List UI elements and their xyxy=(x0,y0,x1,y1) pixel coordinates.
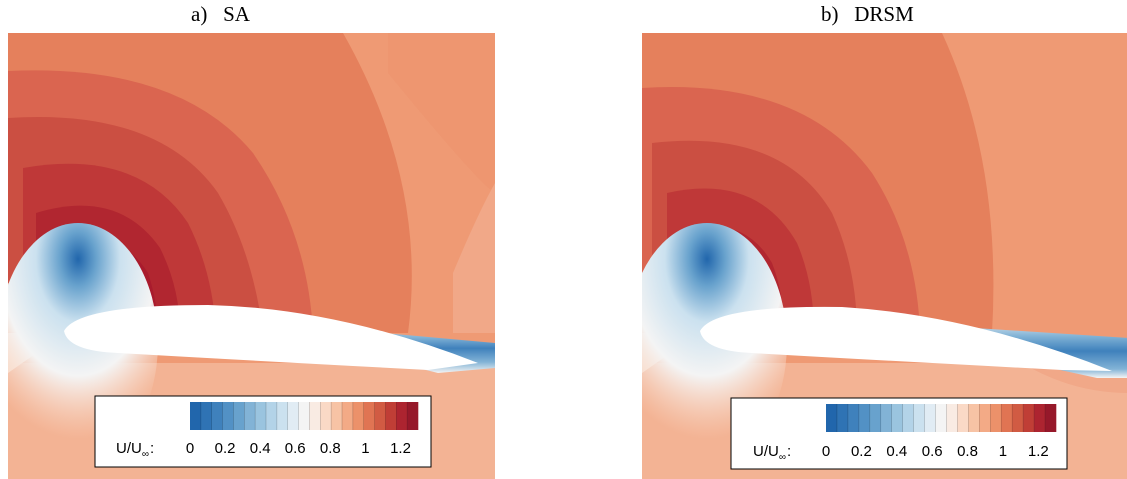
colorbar-tick-label: 0.2 xyxy=(215,440,236,457)
colorbar-swatch xyxy=(924,404,936,432)
colorbar-swatch xyxy=(858,404,871,432)
colorbar-tick-label: 0.4 xyxy=(886,443,907,460)
panel-a-title: a) SA xyxy=(191,2,250,26)
colorbar-tick-label: 1.2 xyxy=(390,440,411,457)
contour-svg-drsm: U/U∞: 0 0.2 0.4 0.6 0.8 1 1.2 xyxy=(642,33,1127,479)
airfoil xyxy=(64,305,478,370)
colorbar-swatch xyxy=(957,404,969,432)
colorbar-swatch xyxy=(352,402,365,430)
colorbar-tick-label: 0.2 xyxy=(851,443,872,460)
contour-plot-sa: U/U∞: 0 0.2 0.4 0.6 0.8 1 1.2 xyxy=(8,33,495,479)
colorbar-tick-label: 0.6 xyxy=(922,443,943,460)
colorbar-swatch xyxy=(1001,404,1013,432)
colorbar-tick-label: 0.6 xyxy=(285,440,306,457)
colorbar-swatch xyxy=(1012,404,1024,432)
colorbar-swatch xyxy=(990,404,1002,432)
colorbar-swatch xyxy=(374,402,386,430)
colorbar-label: U/U∞: xyxy=(116,440,154,460)
colorbar-swatch xyxy=(968,404,980,432)
colorbar-label: U/U∞: xyxy=(753,443,791,463)
colorbar-swatch xyxy=(233,402,245,430)
colorbar-swatch xyxy=(385,402,397,430)
colorbar-swatch xyxy=(222,402,234,430)
colorbar-swatch xyxy=(913,404,925,432)
colorbar-tick-label: 0.8 xyxy=(320,440,341,457)
colorbar-tick-label: 0.4 xyxy=(250,440,271,457)
colorbar-swatch xyxy=(244,402,256,430)
colorbar-swatch xyxy=(847,404,860,432)
airfoil xyxy=(700,306,1112,371)
colorbar-swatch xyxy=(331,402,343,430)
colorbar-swatch xyxy=(255,402,267,430)
colorbar-tick-label: 1 xyxy=(361,440,369,457)
colorbar-swatch xyxy=(396,402,408,430)
colorbar-swatch xyxy=(276,402,289,430)
colorbar-swatch xyxy=(1023,404,1035,432)
colorbar-swatch xyxy=(298,402,310,430)
colorbar-swatch xyxy=(1045,404,1057,432)
colorbar-tick-label: 1.2 xyxy=(1028,443,1049,460)
field-band xyxy=(388,33,495,193)
colorbar-legend: U/U∞: 0 0.2 0.4 0.6 0.8 1 1.2 xyxy=(94,395,432,468)
colorbar-swatch xyxy=(902,404,914,432)
colorbar-swatch xyxy=(407,402,419,430)
colorbar-swatch xyxy=(287,402,299,430)
colorbar-ticks: 0 0.2 0.4 0.6 0.8 1 1.2 xyxy=(822,443,1049,460)
colorbar-swatch xyxy=(826,404,838,432)
colorbar-swatches xyxy=(190,402,419,430)
colorbar-ticks: 0 0.2 0.4 0.6 0.8 1 1.2 xyxy=(186,440,411,457)
colorbar-swatch xyxy=(869,404,882,432)
colorbar-tick-label: 0.8 xyxy=(957,443,978,460)
colorbar-swatch xyxy=(1034,404,1046,432)
colorbar-swatch xyxy=(320,402,332,430)
colorbar-swatch xyxy=(266,402,278,430)
colorbar-swatch xyxy=(200,402,213,430)
colorbar-swatch xyxy=(946,404,958,432)
colorbar-swatch xyxy=(190,402,202,430)
colorbar-swatch xyxy=(309,402,321,430)
colorbar-swatch xyxy=(891,404,903,432)
colorbar-tick-label: 1 xyxy=(999,443,1007,460)
colorbar-swatch xyxy=(836,404,849,432)
colorbar-tick-label: 0 xyxy=(186,440,194,457)
panel-b-title: b) DRSM xyxy=(821,2,914,26)
colorbar-swatches xyxy=(826,404,1057,432)
contour-svg-sa: U/U∞: 0 0.2 0.4 0.6 0.8 1 1.2 xyxy=(8,33,495,479)
colorbar-swatch xyxy=(342,402,354,430)
colorbar-legend: U/U∞: 0 0.2 0.4 0.6 0.8 1 1.2 xyxy=(730,397,1068,470)
colorbar-swatch xyxy=(979,404,991,432)
colorbar-swatch xyxy=(211,402,223,430)
colorbar-swatch xyxy=(880,404,893,432)
colorbar-tick-label: 0 xyxy=(822,443,830,460)
colorbar-swatch xyxy=(935,404,947,432)
contour-plot-drsm: U/U∞: 0 0.2 0.4 0.6 0.8 1 1.2 xyxy=(642,33,1127,479)
field-band xyxy=(453,183,495,333)
colorbar-swatch xyxy=(363,402,375,430)
